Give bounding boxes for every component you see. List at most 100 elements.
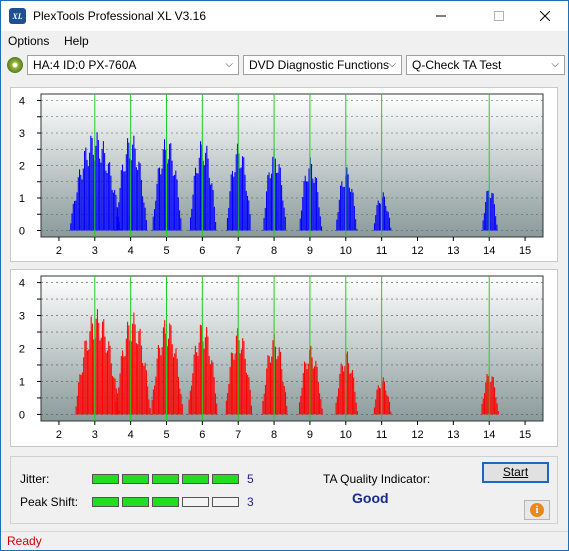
data-bar bbox=[213, 377, 215, 415]
data-bar bbox=[150, 414, 152, 415]
data-bar bbox=[112, 192, 114, 231]
data-bar bbox=[238, 153, 240, 231]
data-bar bbox=[340, 185, 342, 231]
data-bar bbox=[72, 203, 74, 231]
data-bar bbox=[300, 210, 303, 231]
data-bar bbox=[306, 369, 308, 415]
data-bar bbox=[212, 362, 214, 415]
minimize-button[interactable] bbox=[418, 1, 464, 31]
data-bar bbox=[123, 171, 125, 231]
data-bar bbox=[481, 403, 483, 415]
data-bar bbox=[308, 168, 310, 231]
menu-options[interactable]: Options bbox=[8, 34, 50, 48]
data-bar bbox=[482, 398, 484, 415]
data-bar bbox=[245, 190, 247, 231]
data-bar bbox=[99, 340, 101, 415]
drive-select[interactable]: HA:4 ID:0 PX-760A ⌵ bbox=[27, 55, 239, 75]
data-bar bbox=[307, 363, 309, 415]
data-bar bbox=[145, 220, 147, 231]
data-bar bbox=[351, 188, 353, 231]
close-button[interactable] bbox=[522, 1, 568, 31]
data-bar bbox=[375, 399, 377, 415]
data-bar bbox=[354, 391, 356, 415]
data-bar bbox=[201, 325, 203, 415]
data-bar bbox=[336, 396, 338, 415]
data-bar bbox=[383, 196, 386, 231]
data-bar bbox=[276, 359, 278, 415]
data-bar bbox=[283, 207, 285, 231]
data-bar bbox=[166, 163, 168, 231]
data-bar bbox=[341, 365, 343, 415]
data-bar bbox=[120, 356, 122, 415]
data-bar bbox=[203, 348, 205, 415]
data-bar bbox=[311, 357, 313, 415]
data-bar bbox=[101, 321, 104, 415]
drive-select-value: HA:4 ID:0 PX-760A bbox=[33, 58, 137, 72]
data-bar bbox=[207, 158, 209, 231]
jitter-label: Jitter: bbox=[20, 472, 50, 486]
data-bar bbox=[240, 349, 242, 415]
data-bar bbox=[334, 414, 336, 415]
data-bar bbox=[196, 172, 198, 231]
start-button[interactable]: Start bbox=[482, 462, 549, 483]
data-bar bbox=[140, 179, 142, 231]
data-bar bbox=[385, 390, 387, 415]
maximize-button[interactable] bbox=[476, 1, 522, 31]
data-bar bbox=[375, 215, 377, 231]
jitter-led-segment bbox=[122, 474, 149, 484]
data-bar bbox=[71, 213, 73, 231]
data-bar bbox=[197, 355, 199, 415]
data-bar bbox=[213, 206, 215, 231]
test-select[interactable]: Q-Check TA Test ⌵ bbox=[406, 55, 565, 75]
title-bar[interactable]: XL PlexTools Professional XL V3.16 bbox=[1, 1, 568, 31]
data-bar bbox=[130, 160, 132, 231]
data-bar bbox=[95, 318, 97, 415]
x-tick-label: 11 bbox=[376, 429, 387, 441]
data-bar bbox=[276, 173, 278, 231]
data-bar bbox=[335, 230, 337, 231]
data-bar bbox=[378, 203, 381, 231]
data-bar bbox=[274, 158, 276, 231]
data-bar bbox=[249, 214, 251, 231]
y-tick-label: 4 bbox=[19, 96, 25, 108]
data-bar bbox=[491, 376, 493, 415]
data-bar bbox=[247, 374, 249, 415]
data-bar bbox=[187, 414, 189, 415]
data-bar bbox=[133, 312, 135, 415]
data-bar bbox=[192, 373, 194, 415]
data-bar bbox=[346, 351, 348, 415]
data-bar bbox=[351, 369, 353, 415]
data-bar bbox=[104, 336, 106, 415]
menu-bar: Options Help bbox=[1, 31, 568, 51]
x-tick-label: 9 bbox=[307, 245, 313, 257]
x-tick-label: 14 bbox=[483, 429, 495, 441]
data-bar bbox=[272, 156, 274, 231]
data-bar bbox=[342, 186, 344, 231]
data-bar bbox=[304, 361, 306, 415]
data-bar bbox=[111, 189, 113, 231]
menu-help[interactable]: Help bbox=[64, 34, 89, 48]
data-bar bbox=[192, 194, 194, 231]
data-bar bbox=[262, 230, 264, 231]
data-bar bbox=[114, 189, 116, 231]
data-bar bbox=[274, 346, 277, 415]
data-bar bbox=[152, 389, 154, 415]
data-bar bbox=[96, 132, 98, 231]
x-tick-label: 10 bbox=[340, 429, 352, 441]
y-tick-label: 3 bbox=[19, 128, 25, 140]
data-bar bbox=[238, 340, 240, 415]
data-bar bbox=[122, 350, 124, 415]
data-bar bbox=[356, 411, 358, 415]
chevron-down-icon: ⌵ bbox=[551, 59, 559, 70]
data-bar bbox=[156, 183, 158, 231]
data-bar bbox=[195, 167, 197, 231]
function-select[interactable]: DVD Diagnostic Functions ⌵ bbox=[243, 55, 402, 75]
data-bar bbox=[132, 323, 134, 415]
data-bar bbox=[230, 352, 232, 415]
data-bar bbox=[228, 384, 230, 415]
data-bar bbox=[380, 388, 382, 415]
data-bar bbox=[143, 202, 145, 231]
x-tick-label: 13 bbox=[447, 245, 459, 257]
data-bar bbox=[157, 168, 159, 231]
info-button[interactable]: i bbox=[524, 500, 550, 520]
